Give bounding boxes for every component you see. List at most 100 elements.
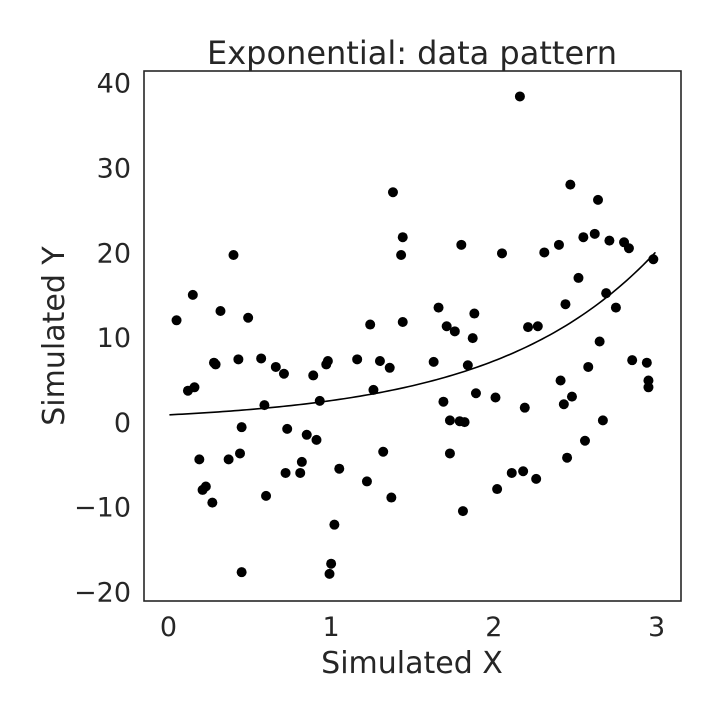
data-point — [228, 250, 239, 261]
data-point — [396, 250, 407, 261]
data-point — [578, 232, 589, 243]
data-point — [324, 568, 335, 579]
x-tick-label: 0 — [160, 612, 177, 643]
data-point — [428, 356, 439, 367]
data-point — [519, 402, 530, 413]
fit-curve — [169, 252, 656, 416]
data-point — [623, 243, 634, 254]
data-point — [470, 388, 481, 399]
x-axis-label: Simulated X — [321, 646, 503, 681]
data-point — [280, 467, 291, 478]
y-tick-label: 0 — [114, 408, 131, 439]
data-point — [444, 415, 455, 426]
data-point — [627, 355, 638, 366]
data-points — [171, 91, 659, 579]
data-point — [641, 357, 652, 368]
data-point — [562, 452, 573, 463]
data-point — [270, 361, 281, 372]
data-point — [236, 422, 247, 433]
data-point — [490, 392, 501, 403]
data-point — [200, 481, 211, 492]
data-point — [361, 476, 372, 487]
data-point — [296, 456, 307, 467]
data-point — [295, 467, 306, 478]
data-point — [187, 289, 198, 300]
data-point — [579, 435, 590, 446]
data-point — [589, 228, 600, 239]
data-point — [194, 454, 205, 465]
data-point — [352, 354, 363, 365]
data-point — [438, 396, 449, 407]
y-tick-label: 40 — [97, 69, 131, 100]
data-point — [518, 466, 529, 477]
data-point — [374, 356, 385, 367]
data-point — [558, 399, 569, 410]
data-point — [462, 360, 473, 371]
data-point — [539, 247, 550, 258]
data-point — [532, 321, 543, 332]
data-point — [604, 235, 615, 246]
data-point — [560, 299, 571, 310]
data-point — [334, 463, 345, 474]
y-tick-label: 10 — [97, 323, 131, 354]
data-point — [497, 248, 507, 259]
data-point — [610, 302, 621, 313]
data-point — [235, 448, 246, 459]
data-point — [311, 434, 322, 445]
data-point — [261, 490, 272, 501]
data-point — [583, 361, 594, 372]
data-point — [506, 467, 517, 478]
data-point — [329, 519, 340, 530]
data-point — [555, 375, 566, 386]
data-point — [384, 362, 395, 373]
data-point — [467, 333, 478, 344]
data-point — [243, 312, 254, 323]
x-axis-ticks: 0 1 2 3 — [160, 612, 665, 643]
y-tick-label: 30 — [97, 154, 131, 185]
data-point — [387, 187, 398, 198]
data-point — [459, 417, 470, 428]
data-point — [492, 484, 503, 495]
data-point — [457, 506, 468, 517]
data-point — [210, 359, 221, 370]
x-tick-label: 1 — [323, 612, 340, 643]
data-point — [566, 391, 577, 402]
y-axis-ticks: −20 −10 0 10 20 30 40 — [74, 69, 131, 609]
data-point — [386, 492, 397, 503]
data-point — [233, 354, 244, 365]
x-tick-label: 2 — [485, 612, 502, 643]
data-point — [236, 567, 247, 578]
y-tick-label: −20 — [74, 578, 131, 609]
data-point — [444, 448, 455, 459]
data-point — [282, 423, 293, 434]
data-point — [223, 454, 234, 465]
data-point — [565, 179, 576, 190]
data-point — [469, 308, 480, 319]
data-point — [593, 194, 604, 205]
data-point — [441, 321, 452, 332]
data-point — [259, 400, 270, 411]
data-point — [378, 446, 389, 457]
data-point — [215, 305, 226, 316]
data-point — [189, 382, 200, 393]
data-point — [597, 415, 608, 426]
data-point — [433, 302, 444, 313]
data-point — [601, 288, 612, 299]
data-point — [365, 319, 376, 330]
data-point — [648, 254, 659, 265]
data-point — [308, 370, 319, 381]
data-point — [523, 322, 534, 333]
data-point — [171, 315, 182, 326]
y-tick-label: −10 — [74, 493, 131, 524]
data-point — [594, 336, 605, 347]
data-point — [326, 558, 337, 569]
data-point — [553, 239, 564, 250]
data-point — [573, 272, 584, 283]
data-point — [207, 497, 218, 508]
x-tick-label: 3 — [648, 612, 665, 643]
data-point — [531, 473, 542, 484]
data-point — [256, 353, 267, 364]
data-point — [514, 91, 525, 102]
chart-title: Exponential: data pattern — [207, 34, 617, 72]
